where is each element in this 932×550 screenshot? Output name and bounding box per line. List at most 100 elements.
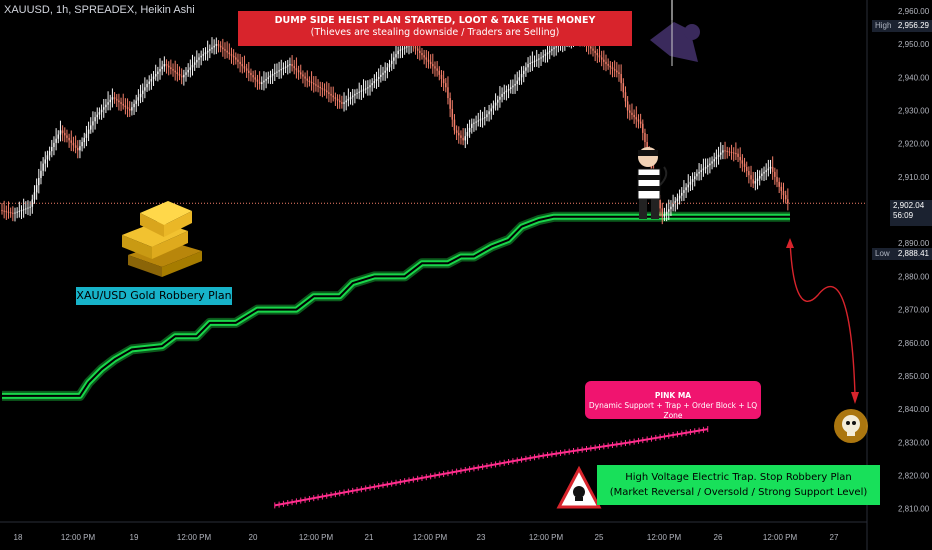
candle-body <box>496 99 499 103</box>
candle-body <box>124 105 127 108</box>
candle-body <box>538 58 540 60</box>
candle-body <box>53 142 55 148</box>
candle-body <box>691 179 694 182</box>
candle-body <box>85 133 88 138</box>
candle-body <box>217 44 220 46</box>
candle-body <box>635 117 638 120</box>
time-tick-label: 12:00 PM <box>413 533 448 542</box>
candle-body <box>369 85 371 88</box>
candle-body <box>211 47 213 50</box>
candle-body <box>345 100 347 103</box>
candle-body <box>284 66 287 68</box>
candle-body <box>750 175 752 180</box>
candle-body <box>14 212 16 214</box>
time-tick-label: 12:00 PM <box>177 533 212 542</box>
candle-body <box>505 90 508 93</box>
candle-body <box>163 64 166 67</box>
high-price-tag: High 2,956.29 <box>872 20 932 32</box>
pink-ma-title: PINK MA <box>654 391 692 400</box>
candle-body <box>535 59 538 61</box>
candle-body <box>399 49 402 51</box>
candle-body <box>516 80 518 84</box>
candle-body <box>639 121 642 124</box>
candle-body <box>157 71 159 75</box>
candle-body <box>544 54 547 56</box>
candle-body <box>659 200 661 209</box>
candle-body <box>618 72 620 75</box>
candle-body <box>25 208 27 210</box>
candle-body <box>183 74 185 78</box>
time-tick-label: 19 <box>130 533 139 542</box>
candle-body <box>135 100 137 104</box>
candle-body <box>685 187 687 191</box>
candle-body <box>5 211 8 213</box>
candle-body <box>315 84 317 86</box>
candle-body <box>312 83 315 85</box>
candle-body <box>633 114 635 118</box>
candle-body <box>131 107 133 111</box>
candle-body <box>445 83 447 88</box>
candle-body <box>96 114 99 118</box>
candle-body <box>555 46 557 48</box>
candle-body <box>440 74 443 79</box>
candle-body <box>200 55 202 58</box>
danger-skull-icon <box>556 465 602 509</box>
candle-body <box>167 65 170 68</box>
candle-body <box>1 210 3 212</box>
symbol-title[interactable]: XAUUSD, 1h, SPREADEX, Heikin Ashi <box>4 4 195 16</box>
candle-body <box>754 181 757 184</box>
candle-body <box>252 75 254 78</box>
candle-body <box>224 49 226 51</box>
candle-body <box>152 76 155 79</box>
candle-body <box>27 207 29 209</box>
candle-body <box>172 69 174 71</box>
candle-body <box>321 88 324 90</box>
candle-body <box>297 70 300 73</box>
current-price-tag: 2,902.04 56:09 <box>890 200 932 226</box>
candle-body <box>468 127 471 133</box>
candle-body <box>507 88 510 91</box>
candle-body <box>704 166 707 169</box>
candle-body <box>743 163 746 167</box>
candle-body <box>702 168 705 171</box>
candle-body <box>384 70 386 73</box>
candle-body <box>334 97 337 99</box>
candle-body <box>382 72 384 75</box>
candle-body <box>196 59 198 63</box>
candle-body <box>592 48 594 51</box>
pink-ma-line <box>274 426 709 509</box>
candle-body <box>700 170 702 172</box>
candle-body <box>730 151 733 153</box>
candle-body <box>68 137 70 141</box>
candle-body <box>629 110 631 113</box>
candle-body <box>458 132 460 136</box>
candle-body <box>455 130 458 133</box>
candle-body <box>642 123 644 133</box>
candle-body <box>302 74 304 77</box>
candle-body <box>232 55 235 58</box>
candle-body <box>678 195 681 199</box>
candle-body <box>492 105 495 109</box>
gold-bars-icon <box>122 201 202 277</box>
candle-body <box>711 161 713 164</box>
candle-body <box>501 93 503 97</box>
candle-body <box>276 71 278 73</box>
candle-body <box>44 159 47 164</box>
candle-body <box>133 103 135 108</box>
candle-body <box>687 184 690 188</box>
candle-body <box>600 57 603 60</box>
candle-body <box>59 130 62 135</box>
electric-trap-title: High Voltage Electric Trap. Stop Robbery… <box>625 472 852 483</box>
candle-body <box>202 54 205 56</box>
candle-body <box>64 132 66 136</box>
candle-body <box>336 98 339 101</box>
candle-body <box>20 210 23 212</box>
candle-body <box>709 163 711 166</box>
candle-body <box>98 112 101 115</box>
candle-body <box>100 109 103 113</box>
candle-body <box>739 156 741 161</box>
candle-body <box>622 83 625 93</box>
candle-body <box>228 52 231 55</box>
candle-body <box>165 64 168 66</box>
